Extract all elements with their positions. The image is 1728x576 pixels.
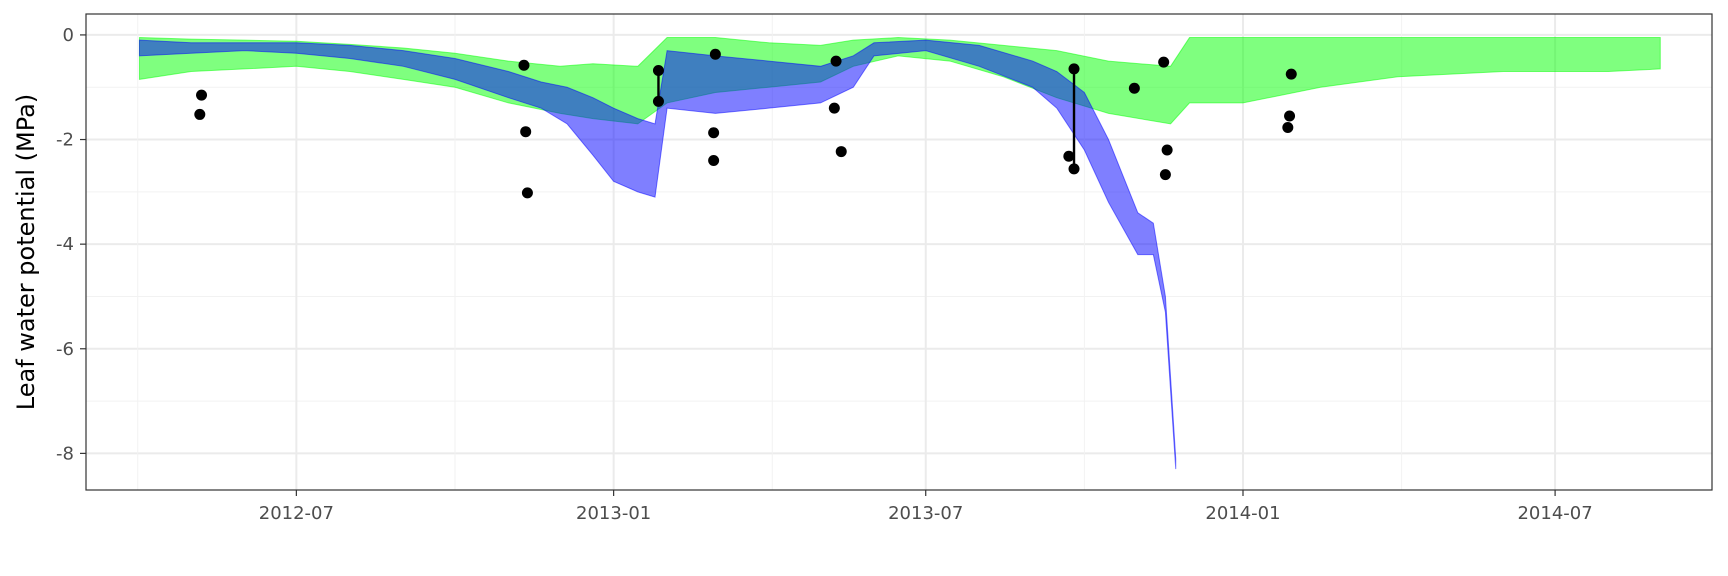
observation-point xyxy=(709,48,721,60)
series-ribbon-2 xyxy=(138,39,1177,470)
y-tick-label: -6 xyxy=(56,339,74,360)
observation-point xyxy=(1285,68,1297,80)
points xyxy=(194,48,1297,199)
y-tick-label: -8 xyxy=(56,443,74,464)
grid xyxy=(86,14,1712,490)
plot-panel-border xyxy=(85,13,1713,491)
observation-point xyxy=(194,108,206,120)
observation-point xyxy=(708,127,720,139)
y-axis-title: Leaf water potential (MPa) xyxy=(12,94,40,410)
observation-point xyxy=(518,59,530,71)
observation-point xyxy=(521,187,533,199)
observation-point xyxy=(1068,63,1080,75)
x-tick-label: 2012-07 xyxy=(259,503,334,524)
observation-point xyxy=(1159,169,1171,181)
axis-ticks xyxy=(80,34,1556,496)
observation-point xyxy=(1063,150,1075,162)
observation-point xyxy=(1068,163,1080,175)
x-tick-label: 2014-01 xyxy=(1205,503,1280,524)
observation-point xyxy=(520,126,532,138)
observation-point xyxy=(835,146,847,158)
x-tick-labels: 2012-07 2013-01 2013-07 2014-01 2014-07 xyxy=(259,503,1593,524)
observation-point xyxy=(708,154,720,166)
y-tick-label: -2 xyxy=(56,130,74,151)
observation-point xyxy=(1128,82,1140,94)
x-tick-label: 2014-07 xyxy=(1517,503,1592,524)
observation-point xyxy=(830,55,842,67)
observation-point xyxy=(1284,110,1296,122)
x-tick-label: 2013-07 xyxy=(888,503,963,524)
observation-point xyxy=(1158,56,1170,68)
y-tick-label: 0 xyxy=(63,25,74,46)
ribbons xyxy=(138,37,1661,470)
observation-point xyxy=(828,102,840,114)
observation-point xyxy=(652,95,664,107)
observation-point xyxy=(1282,122,1294,134)
observation-point xyxy=(196,89,208,101)
observation-point xyxy=(1161,144,1173,156)
y-tick-labels: 0 -2 -4 -6 -8 xyxy=(56,25,74,464)
x-tick-label: 2013-01 xyxy=(576,503,651,524)
observation-point xyxy=(652,64,664,76)
y-tick-label: -4 xyxy=(56,234,74,255)
